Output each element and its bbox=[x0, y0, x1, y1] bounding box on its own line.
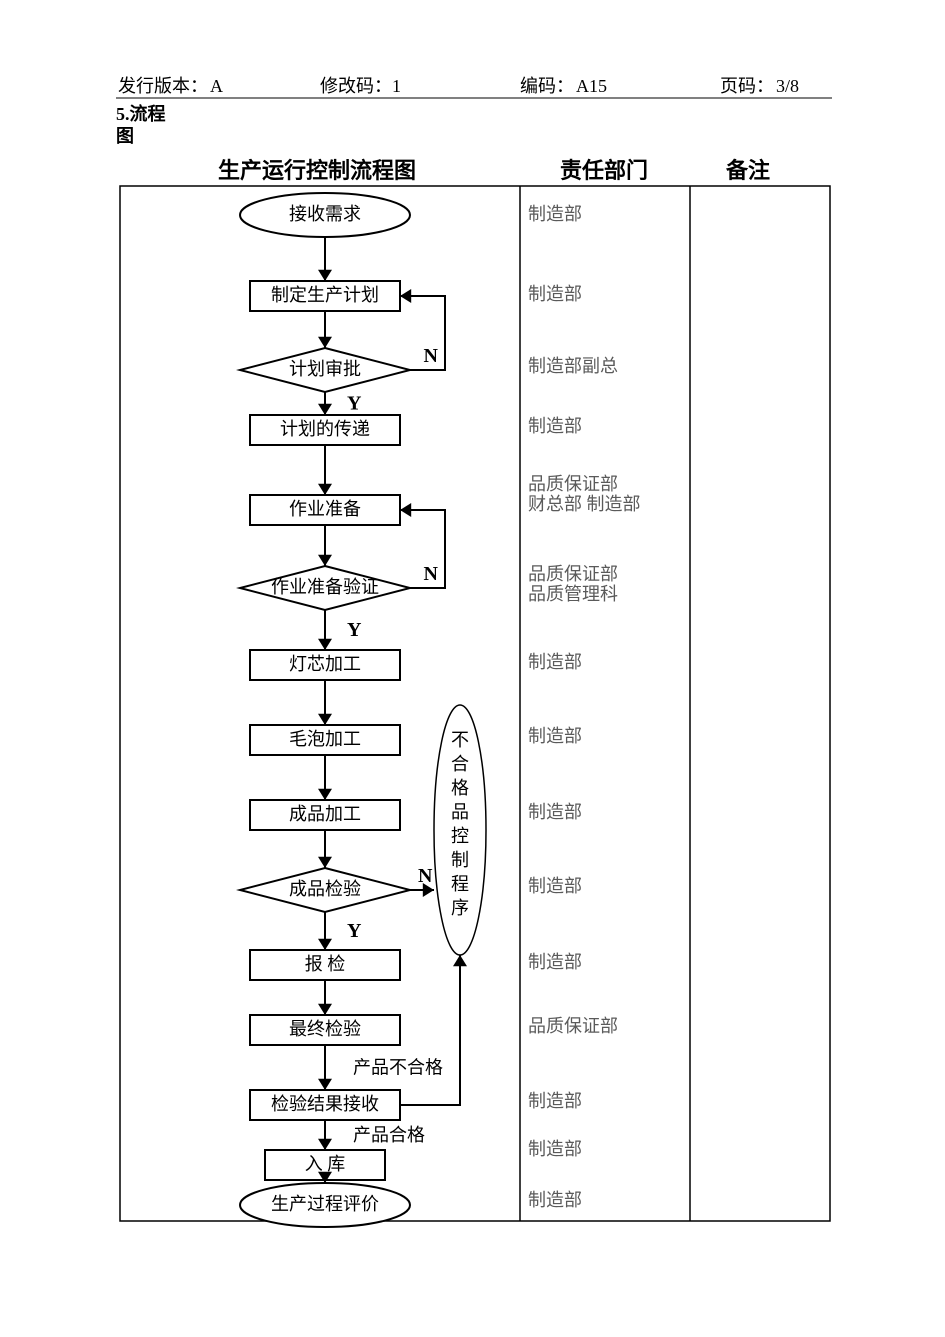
frame-border bbox=[120, 186, 830, 1221]
dept-6-0: 制造部 bbox=[528, 652, 582, 672]
dept-7-0: 制造部 bbox=[528, 726, 582, 746]
dept-2-0: 制造部副总 bbox=[528, 356, 618, 376]
section-title-2: 图 bbox=[116, 126, 134, 146]
side-ellipse-char-1: 合 bbox=[451, 754, 469, 774]
dept-5-0: 品质保证部 bbox=[528, 564, 618, 584]
edge-label-n9: Y bbox=[347, 920, 362, 942]
flow-node-label-n7: 毛泡加工 bbox=[289, 729, 361, 749]
flow-node-label-n1: 制定生产计划 bbox=[271, 285, 379, 305]
flow-node-label-n12: 检验结果接收 bbox=[271, 1094, 379, 1114]
dept-8-0: 制造部 bbox=[528, 802, 582, 822]
side-edge-label-n9: N bbox=[418, 865, 433, 887]
dept-1-0: 制造部 bbox=[528, 284, 582, 304]
dept-10-0: 制造部 bbox=[528, 952, 582, 972]
header-page-label: 页码： bbox=[720, 76, 774, 96]
section-title-1: 5.流程 bbox=[116, 103, 166, 124]
side-ellipse-char-6: 程 bbox=[451, 874, 469, 894]
flow-node-label-n3: 计划的传递 bbox=[280, 419, 370, 439]
header-version-value: A bbox=[210, 76, 223, 96]
inline-label-pass: 产品合格 bbox=[353, 1125, 425, 1145]
flow-node-label-n4: 作业准备 bbox=[289, 499, 361, 519]
dept-4-0: 品质保证部 bbox=[528, 474, 618, 494]
dept-12-0: 制造部 bbox=[528, 1091, 582, 1111]
flow-node-label-n9: 成品检验 bbox=[289, 879, 361, 899]
dept-9-0: 制造部 bbox=[528, 876, 582, 896]
side-ellipse-char-5: 制 bbox=[451, 850, 469, 870]
header-rev-value: 1 bbox=[392, 76, 401, 96]
dept-11-0: 品质保证部 bbox=[528, 1016, 618, 1036]
flow-node-label-n6: 灯芯加工 bbox=[289, 654, 361, 674]
inline-label-fail: 产品不合格 bbox=[353, 1058, 443, 1078]
flow-node-label-n11: 最终检验 bbox=[289, 1019, 361, 1039]
header-version-label: 发行版本： bbox=[118, 76, 208, 96]
col-header-flow: 生产运行控制流程图 bbox=[218, 158, 416, 183]
header-code-label: 编码： bbox=[520, 76, 574, 96]
flow-node-label-n5: 作业准备验证 bbox=[271, 577, 379, 597]
side-ellipse-char-3: 品 bbox=[451, 802, 469, 822]
edge-label-n2: Y bbox=[347, 393, 362, 415]
flow-node-label-n14: 生产过程评价 bbox=[271, 1194, 379, 1214]
flow-node-label-n13: 入 库 bbox=[305, 1154, 346, 1174]
header-code-value: A15 bbox=[576, 76, 607, 96]
side-ellipse-char-2: 格 bbox=[451, 778, 469, 798]
col-header-notes: 备注 bbox=[725, 158, 770, 183]
edge-label-n5: Y bbox=[347, 619, 362, 641]
feedback-n2 bbox=[400, 296, 445, 370]
dept-13-0: 制造部 bbox=[528, 1139, 582, 1159]
feedback-label-n5: N bbox=[424, 563, 439, 585]
dept-3-0: 制造部 bbox=[528, 416, 582, 436]
side-ellipse-char-0: 不 bbox=[451, 730, 469, 750]
dept-4-1: 财总部 制造部 bbox=[528, 494, 641, 514]
feedback-n5 bbox=[400, 510, 445, 588]
dept-14-0: 制造部 bbox=[528, 1190, 582, 1210]
flow-node-label-n0: 接收需求 bbox=[289, 204, 361, 224]
dept-5-1: 品质管理科 bbox=[528, 584, 618, 604]
side-ellipse-char-7: 序 bbox=[451, 898, 469, 918]
col-header-dept: 责任部门 bbox=[560, 158, 648, 183]
side-edge-n12 bbox=[400, 955, 460, 1105]
header-page-value: 3/8 bbox=[776, 76, 799, 96]
side-ellipse-char-4: 控 bbox=[451, 826, 469, 846]
flow-node-label-n10: 报 检 bbox=[305, 954, 346, 974]
flow-node-label-n8: 成品加工 bbox=[289, 804, 361, 824]
flow-node-label-n2: 计划审批 bbox=[289, 359, 361, 379]
header-rev-label: 修改码： bbox=[320, 76, 392, 96]
feedback-label-n2: N bbox=[424, 345, 439, 367]
dept-0-0: 制造部 bbox=[528, 204, 582, 224]
